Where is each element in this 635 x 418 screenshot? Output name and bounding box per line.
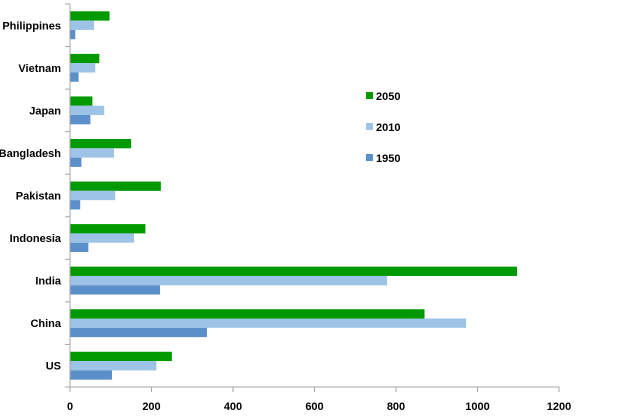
bar-philippines-2010 <box>70 20 95 30</box>
bars-group <box>70 11 518 380</box>
bar-us-2050 <box>70 351 172 362</box>
category-label-japan: Japan <box>29 105 61 117</box>
bar-pakistan-1950 <box>70 200 81 210</box>
bar-japan-2050 <box>70 96 93 106</box>
category-label-pakistan: Pakistan <box>16 191 62 203</box>
legend-label-2050: 2050 <box>376 91 400 103</box>
category-label-indonesia: Indonesia <box>10 233 62 245</box>
category-labels: US China India Indonesia Pakistan Bangladesh J… <box>0 20 62 372</box>
x-tick-label: 0 <box>67 401 73 413</box>
bar-japan-2010 <box>70 105 105 116</box>
legend: 2050 2010 1950 <box>366 91 400 165</box>
bar-vietnam-1950 <box>70 72 79 82</box>
bar-india-1950 <box>70 285 161 295</box>
x-tick-label: 1000 <box>465 401 489 413</box>
x-axis-ticks: 0 200 400 600 800 1000 1200 <box>65 3 571 413</box>
bar-indonesia-1950 <box>70 242 89 253</box>
bar-bangladesh-2050 <box>70 138 132 149</box>
bar-bangladesh-1950 <box>70 157 82 167</box>
bar-bangladesh-2010 <box>70 148 115 158</box>
bar-india-2010 <box>70 275 388 286</box>
bar-china-2050 <box>70 309 425 319</box>
legend-label-1950: 1950 <box>376 153 400 165</box>
x-tick-label: 600 <box>305 401 323 413</box>
bar-us-1950 <box>70 370 112 380</box>
bar-india-2050 <box>70 266 518 276</box>
bar-pakistan-2050 <box>70 181 161 191</box>
category-label-bangladesh: Bangladesh <box>0 148 61 160</box>
category-label-china: China <box>30 318 61 330</box>
bar-indonesia-2050 <box>70 224 146 234</box>
category-label-vietnam: Vietnam <box>18 63 61 75</box>
category-label-india: India <box>35 276 62 288</box>
bar-pakistan-2010 <box>70 190 116 201</box>
bar-us-2010 <box>70 361 157 371</box>
legend-swatch-2010 <box>366 123 373 130</box>
legend-swatch-2050 <box>366 92 373 99</box>
legend-label-2010: 2010 <box>376 122 400 134</box>
bar-vietnam-2050 <box>70 53 100 64</box>
bar-china-2010 <box>70 318 467 328</box>
bar-china-1950 <box>70 327 207 338</box>
legend-swatch-1950 <box>366 154 373 161</box>
bar-vietnam-2010 <box>70 63 96 73</box>
x-tick-label: 800 <box>387 401 405 413</box>
category-label-philippines: Philippines <box>2 20 61 32</box>
bar-indonesia-2010 <box>70 233 134 243</box>
bar-philippines-1950 <box>70 29 76 40</box>
x-tick-label: 1200 <box>547 401 571 413</box>
x-tick-label: 400 <box>224 401 242 413</box>
x-tick-label: 200 <box>142 401 160 413</box>
bar-philippines-2050 <box>70 11 110 21</box>
bar-japan-1950 <box>70 115 91 125</box>
category-label-us: US <box>46 361 61 373</box>
